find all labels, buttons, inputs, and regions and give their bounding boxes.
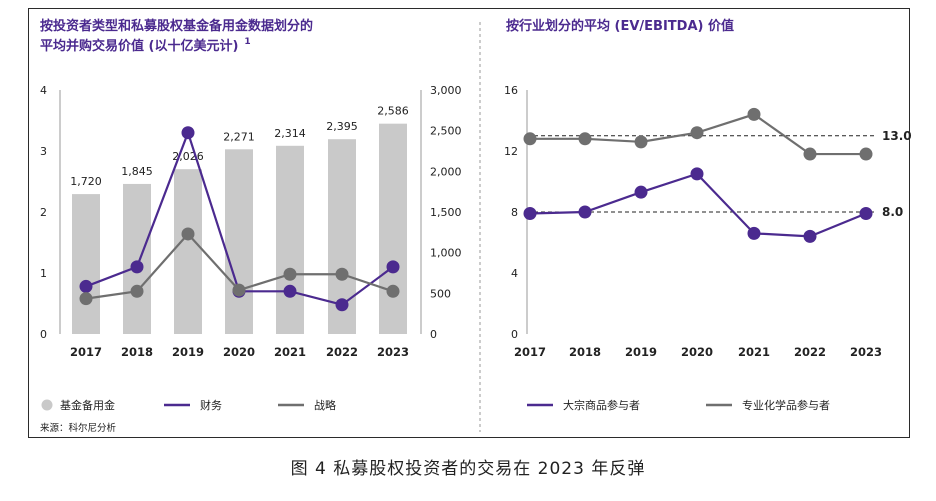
left-x-tick-label: 2022 (326, 345, 358, 359)
financial-series-point (386, 260, 400, 274)
right-x-tick-label: 2022 (794, 345, 826, 359)
left-y-tick-label: 1 (40, 267, 47, 280)
commodity-series-point (634, 185, 648, 199)
specialty-series-point (859, 147, 873, 161)
fund-reserve-bar-label: 2,314 (274, 127, 306, 140)
strategic-series-point (181, 227, 195, 241)
financial-series-point (335, 298, 349, 312)
left-chart-title-footnote: 1 (244, 37, 250, 47)
fund-reserve-bar (225, 149, 253, 334)
right-y-tick-label: 1,500 (430, 206, 462, 219)
left-x-tick-label: 2020 (223, 345, 255, 359)
left-x-tick-label: 2023 (377, 345, 409, 359)
right-y-tick-label: 500 (430, 287, 451, 300)
right-chart-y-tick-label: 12 (504, 145, 518, 158)
financial-series-point (181, 126, 195, 140)
strategic-series-point (232, 283, 246, 297)
commodity-series-point (523, 207, 537, 221)
financial-series-point (130, 260, 144, 274)
right-y-tick-label: 0 (430, 328, 437, 341)
source-note: 来源：科尔尼分析 (40, 422, 117, 434)
legend-fund-reserve-swatch (41, 399, 53, 411)
strategic-series-point (283, 267, 297, 281)
left-x-tick-label: 2019 (172, 345, 204, 359)
left-x-tick-label: 2017 (70, 345, 102, 359)
legend-fund-reserve-label: 基金备用金 (60, 398, 115, 412)
left-chart-title-line2: 平均并购交易价值 (以十亿美元计) 1 (40, 37, 251, 54)
right-chart-y-tick-label: 0 (511, 328, 518, 341)
fund-reserve-bar-label: 2,395 (326, 120, 358, 133)
fund-reserve-bar-label: 1,845 (121, 165, 153, 178)
strategic-series-point (79, 292, 93, 306)
fund-reserve-bar (174, 169, 202, 334)
reference-line-label: 8.0 (882, 205, 903, 219)
fund-reserve-bar-label: 1,720 (70, 175, 102, 188)
strategic-series-point (386, 284, 400, 298)
strategic-series-point (130, 284, 144, 298)
legend-financial-label: 财务 (200, 398, 222, 412)
right-y-tick-label: 2,500 (430, 125, 462, 138)
right-x-tick-label: 2020 (681, 345, 713, 359)
commodity-series-point (747, 226, 761, 240)
left-x-tick-label: 2021 (274, 345, 306, 359)
right-y-tick-label: 1,000 (430, 247, 462, 260)
commodity-series-line (529, 172, 867, 238)
left-x-tick-label: 2018 (121, 345, 153, 359)
fund-reserve-bar (276, 145, 304, 334)
left-y-tick-label: 3 (40, 145, 47, 158)
left-chart-plot: 0 1 2 3 4 0 500 1,000 1,500 2,000 2,500 3,000 1,720 1… (40, 84, 462, 359)
right-chart-plot: 0 4 8 12 16 13.0 8.0 2017 2018 2019 2020 2021 2022 20… (504, 84, 912, 359)
right-chart-title: 按行业划分的平均 (EV/EBITDA) 价值 (506, 18, 734, 34)
fund-reserve-bar (72, 194, 100, 334)
specialty-series-point (747, 107, 761, 121)
left-chart-title-line1: 按投资者类型和私募股权基金备用金数据划分的 (40, 18, 313, 34)
legend-commodity-label: 大宗商品参与者 (563, 398, 640, 412)
left-y-tick-label: 0 (40, 328, 47, 341)
commodity-series-point (578, 205, 592, 219)
specialty-series-point (523, 132, 537, 146)
legend-strategic-label: 战略 (314, 398, 336, 412)
right-x-tick-label: 2017 (514, 345, 546, 359)
left-y-tick-label: 4 (40, 84, 47, 97)
fund-reserve-bar (379, 123, 407, 334)
right-chart-y-tick-label: 4 (511, 267, 518, 280)
right-chart-y-tick-label: 16 (504, 84, 518, 97)
strategic-series-point (335, 267, 349, 281)
figure-caption: 图 4 私募股权投资者的交易在 2023 年反弹 (291, 459, 646, 479)
specialty-series-point (634, 135, 648, 149)
specialty-series-point (578, 132, 592, 146)
right-x-tick-label: 2018 (569, 345, 601, 359)
financial-series-point (283, 284, 297, 298)
fund-reserve-bar-label: 2,586 (377, 105, 409, 118)
commodity-series-point (803, 229, 817, 243)
commodity-series-point (690, 167, 704, 181)
fund-reserve-bar-label: 2,271 (223, 130, 255, 143)
specialty-series-point (690, 126, 704, 140)
right-x-tick-label: 2021 (738, 345, 770, 359)
specialty-series-point (803, 147, 817, 161)
financial-series-point (79, 279, 93, 293)
right-y-tick-label: 2,000 (430, 165, 462, 178)
right-x-tick-label: 2023 (850, 345, 882, 359)
figure-frame (28, 8, 910, 438)
fund-reserve-bar (123, 183, 151, 334)
left-y-tick-label: 2 (40, 206, 47, 219)
right-chart-y-tick-label: 8 (511, 206, 518, 219)
right-y-tick-label: 3,000 (430, 84, 462, 97)
commodity-series-point (859, 207, 873, 221)
legend-specialty-label: 专业化学品参与者 (742, 398, 830, 412)
right-x-tick-label: 2019 (625, 345, 657, 359)
reference-line-label: 13.0 (882, 129, 912, 143)
